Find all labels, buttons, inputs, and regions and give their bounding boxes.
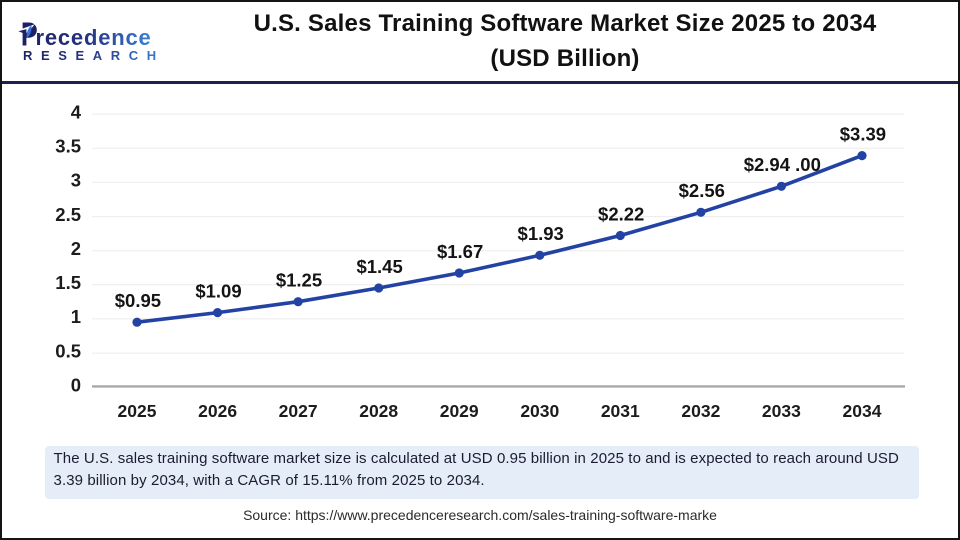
svg-text:0.5: 0.5 [55,340,81,361]
svg-text:0: 0 [71,375,81,396]
svg-text:2025: 2025 [118,401,157,421]
svg-text:$2.56: $2.56 [679,180,725,201]
svg-text:$1.09: $1.09 [195,280,241,301]
svg-text:$0.95: $0.95 [115,290,161,311]
svg-text:$1.93: $1.93 [518,223,564,244]
svg-text:$1.67: $1.67 [437,241,483,262]
svg-text:2032: 2032 [681,401,720,421]
svg-text:2026: 2026 [198,401,237,421]
svg-text:$3.39: $3.39 [840,123,886,144]
svg-text:2033: 2033 [762,401,801,421]
svg-text:$1.45: $1.45 [356,256,402,277]
svg-text:1: 1 [71,306,81,327]
svg-text:3.5: 3.5 [55,136,81,157]
svg-text:1.5: 1.5 [55,272,81,293]
svg-text:$2.94 .00: $2.94 .00 [744,154,821,175]
svg-text:2031: 2031 [601,401,640,421]
svg-text:2030: 2030 [520,401,559,421]
svg-text:3: 3 [71,170,81,191]
svg-text:$2.22: $2.22 [598,203,644,224]
svg-text:2027: 2027 [279,401,318,421]
svg-text:2028: 2028 [359,401,398,421]
svg-text:4: 4 [71,101,82,122]
svg-text:2.5: 2.5 [55,204,81,225]
svg-text:2029: 2029 [440,401,479,421]
svg-text:$1.25: $1.25 [276,270,322,291]
svg-text:2: 2 [71,238,81,259]
svg-text:2034: 2034 [843,401,882,421]
